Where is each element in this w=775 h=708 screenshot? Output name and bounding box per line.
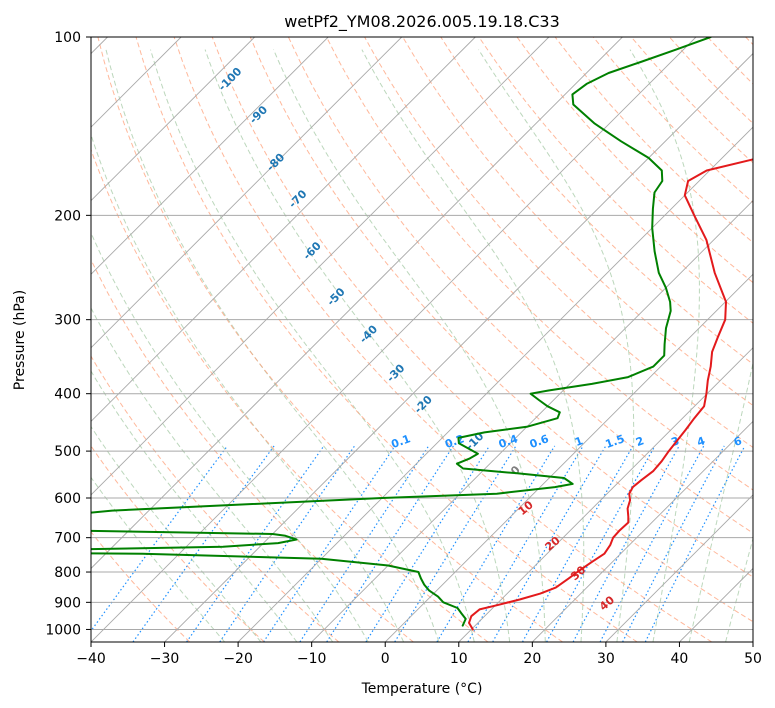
y-tick-label: 600 <box>54 491 81 507</box>
isotherm-line <box>91 37 329 275</box>
moist-adiabat-line <box>91 307 334 642</box>
y-tick-label: 300 <box>54 313 81 329</box>
mixing-ratio-label: 0.1 <box>390 432 413 451</box>
mixing-ratio-label: 2 <box>634 434 646 449</box>
dry-adiabat-line <box>91 531 191 642</box>
isotherm-line <box>91 37 403 349</box>
moist-adiabat-line <box>361 49 585 642</box>
moist-adiabat-line <box>478 49 635 642</box>
isotherm-line <box>237 126 753 642</box>
dry-adiabat-line <box>135 37 638 642</box>
mixing-ratio-label: 4 <box>695 434 707 449</box>
temperature-profile-line <box>468 158 753 631</box>
isotherm-line <box>91 37 697 642</box>
mixing-ratio-line <box>546 445 656 642</box>
dry-adiabat-line <box>516 37 753 284</box>
y-tick-label: 1000 <box>45 622 81 638</box>
isotherm-line <box>532 420 753 642</box>
mixing-ratio-line <box>186 445 325 642</box>
mixing-ratio-line <box>326 445 454 642</box>
y-tick-label: 400 <box>54 387 81 403</box>
moist-adiabat-line <box>273 49 546 642</box>
dewpoint-profile-line <box>91 37 712 627</box>
mixing-ratio-line <box>365 445 491 642</box>
y-tick-label: 900 <box>54 595 81 611</box>
isotherm-line <box>605 494 753 642</box>
mixing-ratio-line <box>622 445 725 642</box>
x-tick-label: 30 <box>597 651 615 667</box>
isotherm-line <box>384 273 753 642</box>
x-tick-label: −30 <box>150 651 180 667</box>
moist-adiabat-line <box>91 133 405 642</box>
moist-adiabat-line <box>91 231 369 642</box>
isobar-gridlines <box>91 37 753 630</box>
mixing-ratio-label: 6 <box>732 434 744 449</box>
mixing-ratio-line <box>467 445 584 642</box>
isotherm-line <box>91 37 623 570</box>
isotherm-line <box>91 37 550 496</box>
mixing-ratio-label: 1 <box>573 434 585 449</box>
moist-adiabat-line <box>105 49 440 642</box>
y-axis-ticks: 1000 900 800 700 600 500 400 300 200 100 <box>45 30 91 638</box>
mixing-ratio-line <box>521 445 634 642</box>
dry-adiabat-line <box>478 37 753 324</box>
x-tick-label: 50 <box>744 651 762 667</box>
mixing-ratio-line <box>132 445 275 642</box>
mixing-ratio-lines <box>91 445 746 642</box>
mixing-ratio-line <box>299 445 430 642</box>
y-tick-label: 100 <box>54 30 81 46</box>
x-tick-label: 40 <box>671 651 689 667</box>
profile-series <box>91 37 753 631</box>
plot-area: -100-90-80-70-60-50-40-30-20-1000.1 0.2 0.… <box>91 37 753 642</box>
mixing-ratio-line <box>219 445 356 642</box>
chart-title: wetPf2_YM08.2026.005.19.18.C33 <box>284 12 560 32</box>
moist-adiabat-line <box>688 360 753 642</box>
x-tick-label: −10 <box>297 651 327 667</box>
dry-adiabat-line <box>91 355 340 642</box>
isotherm-line <box>458 347 753 642</box>
mixing-ratio-label: 1.5 <box>604 432 627 451</box>
isotherm-line <box>91 37 255 202</box>
x-tick-label: 10 <box>450 651 468 667</box>
moist-adiabat-line <box>150 49 475 642</box>
moist-adiabat-line <box>91 370 298 642</box>
y-axis-label: Pressure (hPa) <box>12 290 28 390</box>
isotherm-line <box>311 200 753 642</box>
dry-adiabat-line <box>91 148 489 642</box>
y-tick-label: 800 <box>54 565 81 581</box>
dry-adiabat-line <box>402 37 753 407</box>
mixing-ratio-label: 0.6 <box>528 432 551 451</box>
y-tick-label: 700 <box>54 531 81 547</box>
y-tick-label: 200 <box>54 208 81 224</box>
dry-adiabat-line <box>91 445 265 642</box>
isotherm-line <box>164 52 753 642</box>
mixing-ratio-label: 0.4 <box>497 432 520 451</box>
dry-adiabat-line <box>97 37 563 642</box>
x-axis-ticks: −40 −30 −20 −10 0 10 20 30 40 50 <box>76 642 762 667</box>
isotherm-lines <box>91 37 753 642</box>
isotherm-line <box>91 37 476 422</box>
y-tick-label: 500 <box>54 444 81 460</box>
plot-frame <box>90 36 754 643</box>
x-tick-label: −40 <box>76 651 106 667</box>
x-axis-label: Temperature (°C) <box>361 681 483 697</box>
x-tick-label: 0 <box>381 651 390 667</box>
moist-adiabat-line <box>204 49 511 642</box>
dry-adiabat-line <box>326 37 753 491</box>
plot-background <box>91 37 753 642</box>
mixing-ratio-line <box>262 445 396 642</box>
mixing-ratio-line <box>644 445 746 642</box>
x-tick-label: −20 <box>223 651 253 667</box>
x-tick-label: 20 <box>523 651 541 667</box>
dry-adiabat-line <box>249 37 753 578</box>
